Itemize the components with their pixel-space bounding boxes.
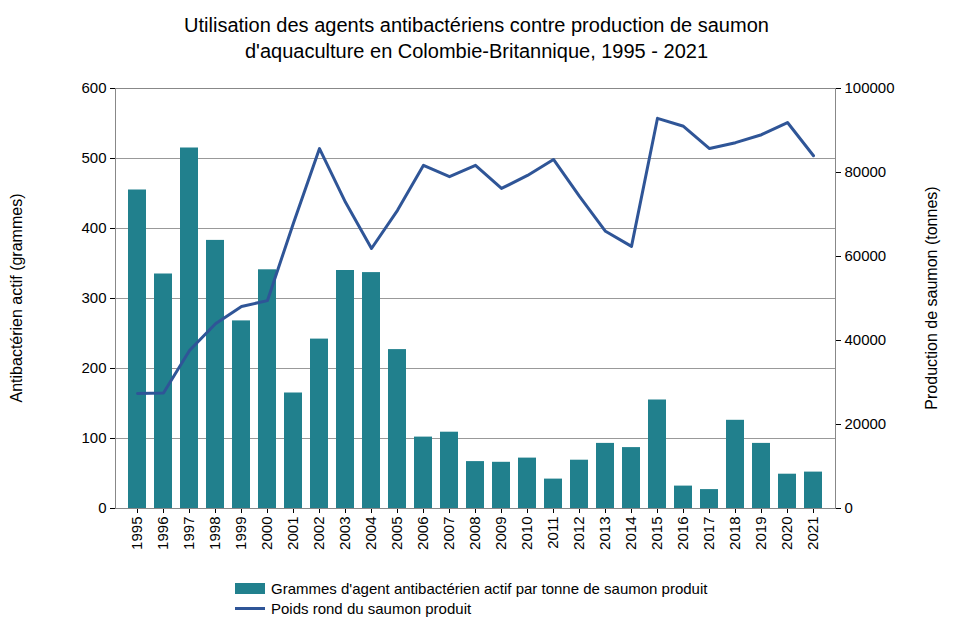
- svg-text:2009: 2009: [492, 517, 509, 550]
- html-text:Utilisation des agents antibac: Utilisation des agents antibactériens co…: [184, 14, 769, 62]
- svg-text:0: 0: [845, 499, 853, 516]
- svg-text:2000: 2000: [258, 517, 275, 550]
- svg-text:1996: 1996: [154, 517, 171, 550]
- svg-text:1995: 1995: [128, 517, 145, 550]
- svg-text:1997: 1997: [180, 517, 197, 550]
- svg-text:2005: 2005: [388, 517, 405, 550]
- svg-text:80000: 80000: [845, 163, 887, 180]
- svg-text:2017: 2017: [700, 517, 717, 550]
- svg-text:40000: 40000: [845, 331, 887, 348]
- html-text:Poids rond du saumon produit: Poids rond du saumon produit: [271, 599, 472, 617]
- svg-text:600: 600: [81, 80, 106, 96]
- svg-text:400: 400: [81, 219, 106, 236]
- svg-text:2002: 2002: [310, 517, 327, 550]
- svg-text:2015: 2015: [648, 517, 665, 550]
- html-text:Grammes d'agent antibactérien: Grammes d'agent antibactérien actif par …: [271, 579, 708, 597]
- html-text:Antibactérien actif (grammes): Antibactérien actif (grammes): [8, 193, 25, 403]
- svg-text:20000: 20000: [845, 415, 887, 432]
- svg-text:2004: 2004: [362, 517, 379, 550]
- svg-text:2010: 2010: [518, 517, 535, 550]
- svg-text:2007: 2007: [440, 517, 457, 550]
- svg-text:2003: 2003: [336, 517, 353, 550]
- svg-text:2020: 2020: [778, 517, 795, 550]
- svg-text:2008: 2008: [466, 517, 483, 550]
- svg-text:1998: 1998: [206, 517, 223, 550]
- svg-text:2021: 2021: [804, 517, 821, 550]
- svg-text:100000: 100000: [845, 80, 895, 96]
- svg-text:2014: 2014: [622, 517, 639, 550]
- svg-text:2012: 2012: [570, 517, 587, 550]
- svg-text:2018: 2018: [726, 517, 743, 550]
- svg-text:100: 100: [81, 429, 106, 446]
- svg-text:2013: 2013: [596, 517, 613, 550]
- svg-text:2011: 2011: [544, 517, 561, 549]
- svg-text:2016: 2016: [674, 517, 691, 550]
- svg-text:500: 500: [81, 149, 106, 166]
- svg-text:300: 300: [81, 289, 106, 306]
- svg-text:200: 200: [81, 359, 106, 376]
- svg-text:2019: 2019: [752, 517, 769, 550]
- svg-text:2001: 2001: [284, 517, 301, 550]
- svg-text:1999: 1999: [232, 517, 249, 550]
- svg-text:60000: 60000: [845, 247, 887, 264]
- html-text:Production de saumon (tonnes): Production de saumon (tonnes): [923, 186, 940, 410]
- svg-text:2006: 2006: [414, 517, 431, 550]
- svg-text:0: 0: [98, 499, 106, 516]
